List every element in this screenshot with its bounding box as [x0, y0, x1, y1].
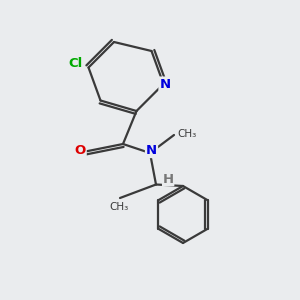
Text: N: N	[159, 77, 171, 91]
Text: N: N	[146, 144, 157, 157]
Text: CH₃: CH₃	[177, 129, 196, 139]
Text: H: H	[163, 172, 174, 186]
Text: CH₃: CH₃	[109, 202, 128, 212]
Text: O: O	[74, 144, 86, 158]
Text: Cl: Cl	[69, 57, 83, 70]
